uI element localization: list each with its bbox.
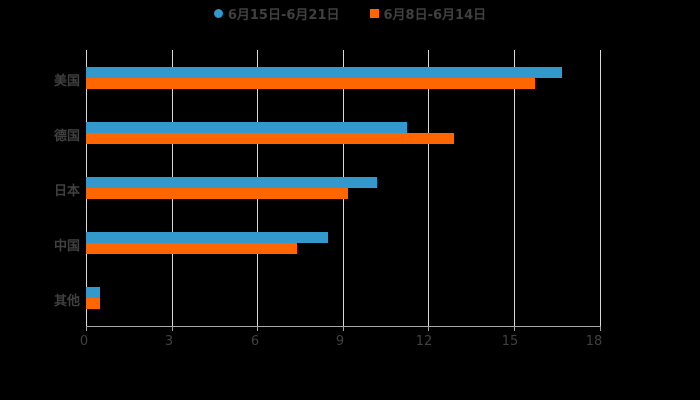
bar-japan-series1[interactable] [86, 177, 377, 188]
category-label-us: 美国 [53, 74, 80, 89]
bar-us-series1[interactable] [86, 67, 562, 78]
x-tick-label: 15 [501, 334, 519, 349]
gridline [428, 50, 429, 326]
x-tick-label: 6 [250, 334, 260, 349]
category-label-germany: 德国 [53, 129, 80, 144]
x-tick [343, 326, 344, 331]
x-tick [172, 326, 173, 331]
x-tick [86, 326, 87, 331]
x-tick [600, 326, 601, 331]
category-label-japan: 日本 [53, 184, 80, 199]
x-tick-label: 0 [79, 334, 89, 349]
series1-marker-icon [213, 9, 223, 18]
legend-item-series1[interactable]: 6月15日-6月21日 [213, 4, 340, 23]
category-label-other: 其他 [53, 294, 80, 309]
x-tick-label: 18 [585, 334, 603, 349]
category-label-china: 中国 [53, 239, 80, 254]
x-tick-label: 9 [335, 334, 345, 349]
bar-other-series2[interactable] [86, 298, 100, 309]
bar-germany-series2[interactable] [86, 133, 454, 144]
x-tick [428, 326, 429, 331]
x-tick-label: 12 [415, 334, 433, 349]
legend-item-series2[interactable]: 6月8日-6月14日 [369, 4, 487, 23]
bar-china-series2[interactable] [86, 243, 297, 254]
chart-legend: 6月15日-6月21日 6月8日-6月14日 [0, 4, 700, 23]
bar-china-series1[interactable] [86, 232, 328, 243]
bar-germany-series1[interactable] [86, 122, 407, 133]
x-tick [514, 326, 515, 331]
series2-marker-icon [369, 9, 379, 18]
gridline [600, 50, 601, 326]
x-tick-label: 3 [164, 334, 174, 349]
bar-other-series1[interactable] [86, 287, 100, 298]
bar-japan-series2[interactable] [86, 188, 348, 199]
gridline [514, 50, 515, 326]
bar-us-series2[interactable] [86, 78, 535, 89]
legend-label-series1: 6月15日-6月21日 [227, 8, 340, 23]
legend-label-series2: 6月8日-6月14日 [383, 8, 487, 23]
x-tick [257, 326, 258, 331]
